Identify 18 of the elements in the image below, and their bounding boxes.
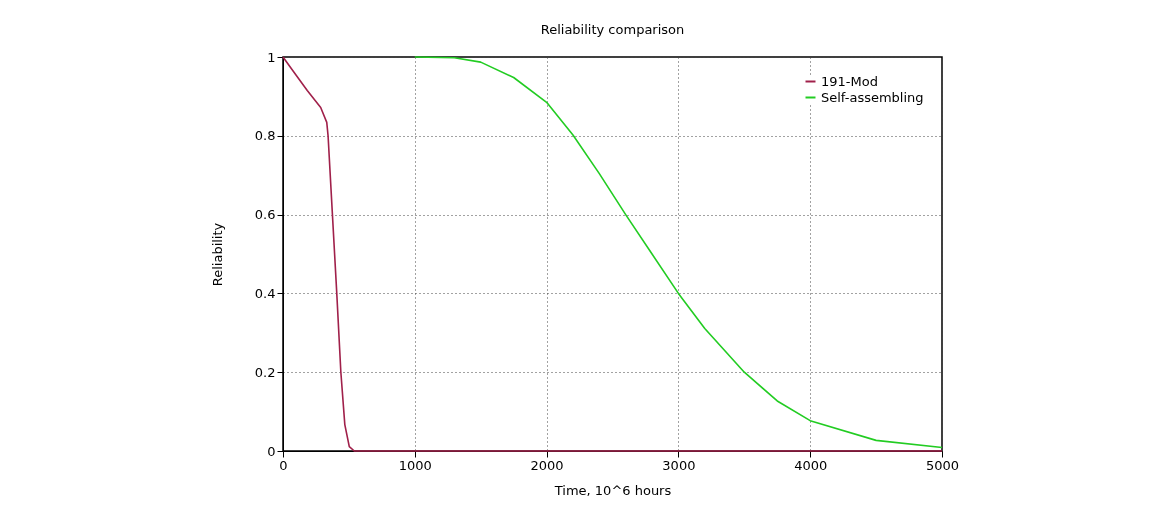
y-axis-title: Reliability [209, 222, 225, 287]
chart-title: Reliability comparison [540, 22, 685, 37]
legend-label: 191-Mod [821, 73, 878, 89]
y-tick-label: 0.4 [254, 285, 276, 301]
x-tick-label: 3000 [662, 457, 696, 473]
y-tick-label: 0.6 [254, 207, 276, 223]
x-axis-title: Time, 10^6 hours [553, 482, 672, 498]
x-tick-label: 5000 [925, 457, 960, 473]
y-tick-label: 0 [267, 443, 276, 459]
x-tick-label: 0 [279, 457, 288, 473]
line-series [414, 56, 943, 449]
y-tick-label: 1 [267, 49, 276, 65]
legend-label: Self-assembling [821, 89, 924, 105]
x-tick-label: 2000 [530, 457, 564, 473]
x-tick-label: 1000 [398, 457, 432, 473]
y-tick-label: 0.2 [254, 364, 276, 380]
x-tick-label: 4000 [794, 457, 828, 473]
y-tick-label: 0.8 [254, 128, 276, 144]
